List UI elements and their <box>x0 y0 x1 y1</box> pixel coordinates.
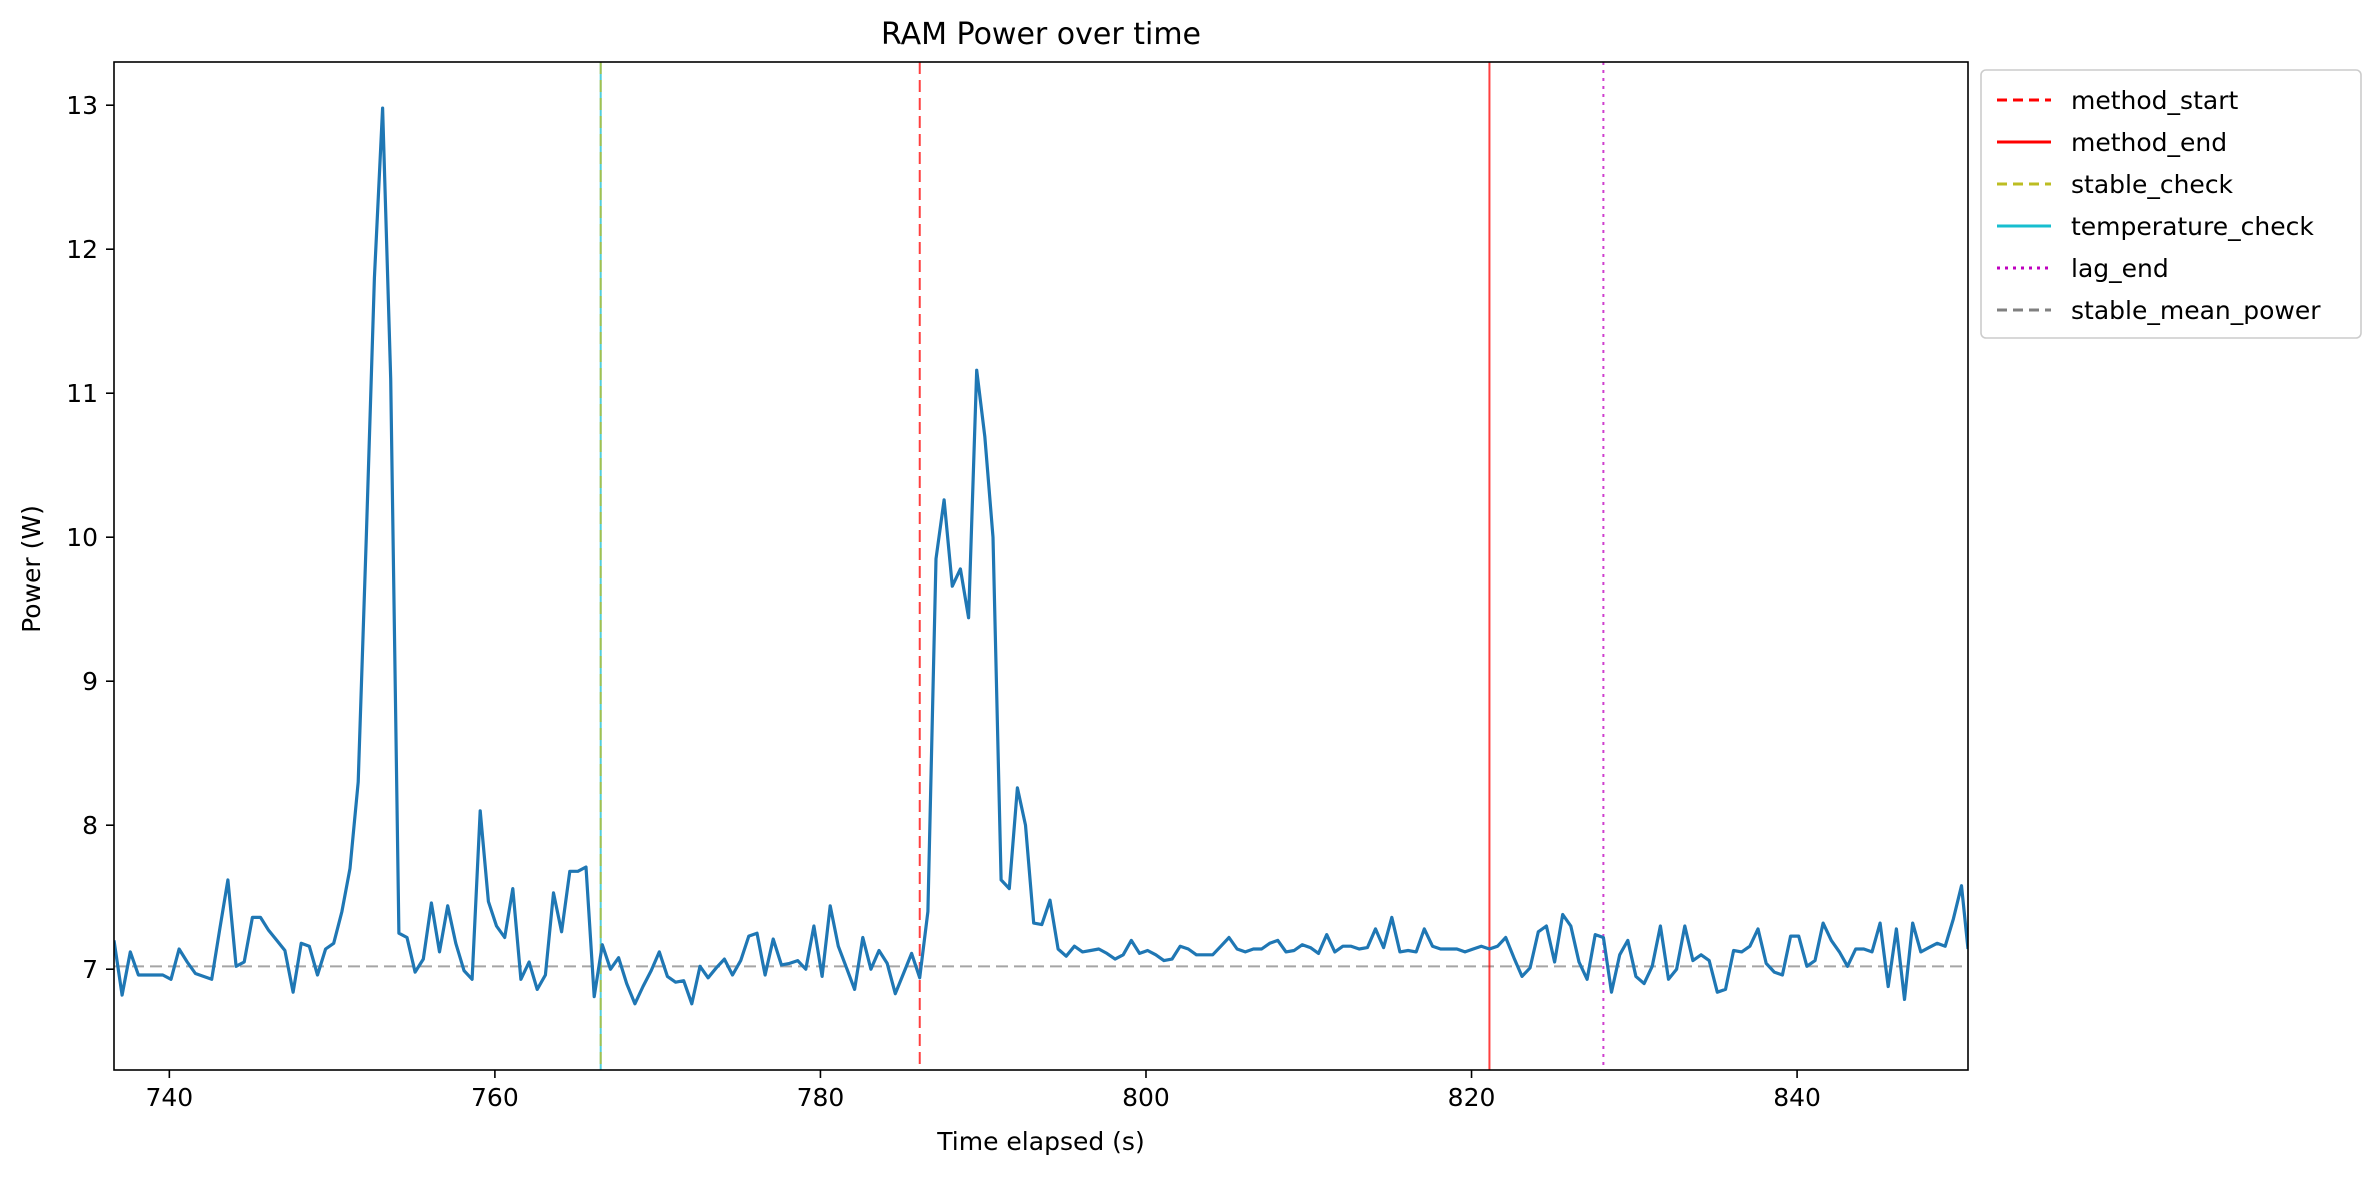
y-axis-label: Power (W) <box>17 505 46 633</box>
x-tick-label: 740 <box>145 1083 193 1112</box>
plot-area <box>114 62 1968 1070</box>
y-tick-label: 13 <box>66 91 98 120</box>
series-line-0 <box>114 106 1968 1006</box>
legend-box <box>1980 69 2362 339</box>
chart-title: RAM Power over time <box>881 17 1201 52</box>
legend-label-stable_check: stable_check <box>2071 170 2234 199</box>
x-axis-label: Time elapsed (s) <box>936 1127 1144 1156</box>
legend-label-stable_mean_power: stable_mean_power <box>2071 296 2321 325</box>
legend-label-lag_end: lag_end <box>2071 254 2169 283</box>
legend-label-method_start: method_start <box>2071 86 2238 115</box>
x-tick-label: 800 <box>1122 1083 1170 1112</box>
y-tick-label: 12 <box>66 235 98 264</box>
marks-layer <box>114 62 1968 1070</box>
x-tick-label: 780 <box>797 1083 845 1112</box>
y-tick-label: 11 <box>66 379 98 408</box>
x-tick-label: 820 <box>1448 1083 1496 1112</box>
x-tick-label: 840 <box>1773 1083 1821 1112</box>
y-tick-label: 9 <box>82 667 98 696</box>
y-tick-label: 8 <box>82 811 98 840</box>
axes-layer: 740 760 780 800 820 840 7 8 9 10 11 12 13 <box>66 61 1969 1112</box>
y-tick-label: 7 <box>82 955 98 984</box>
x-tick-label: 760 <box>471 1083 519 1112</box>
legend: method_start method_end stable_checktemper… <box>1980 69 2362 339</box>
legend-label-temperature_check: temperature_check <box>2071 212 2314 241</box>
y-tick-label: 10 <box>66 523 98 552</box>
legend-label-method_end: method_end <box>2071 128 2227 157</box>
plot-frame <box>113 61 1969 1071</box>
